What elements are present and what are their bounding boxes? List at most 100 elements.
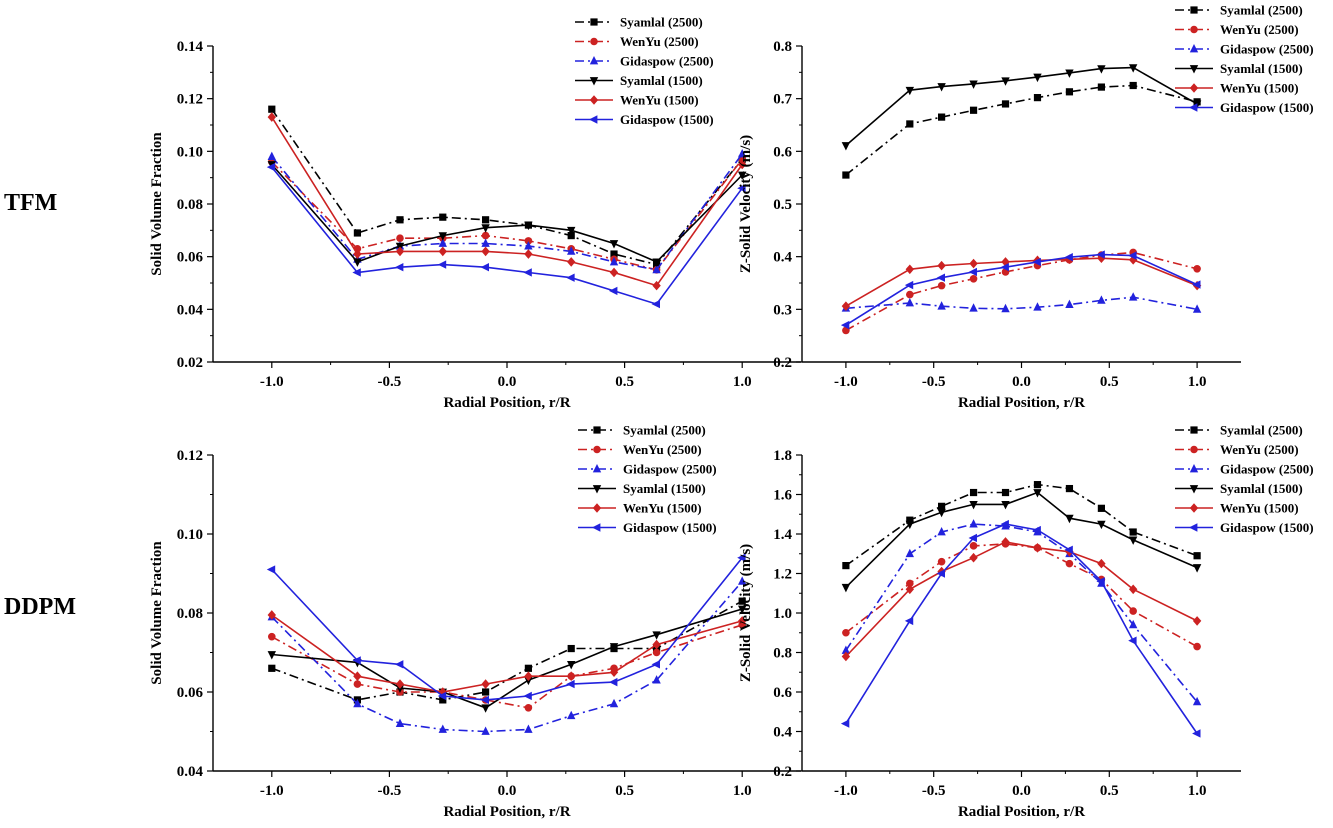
legend-entry: WenYu (1500)	[1220, 501, 1299, 516]
data-point	[481, 679, 490, 689]
data-point	[938, 113, 946, 121]
data-point	[352, 268, 361, 277]
series-3	[267, 148, 747, 274]
x-axis-label: Radial Position, r/R	[443, 395, 570, 411]
series-5	[267, 610, 747, 697]
data-point	[969, 552, 978, 563]
y-tick-label: 0.08	[177, 606, 203, 622]
data-point	[609, 677, 618, 687]
legend-entry: Gidaspow (1500)	[620, 112, 714, 127]
data-point	[609, 286, 618, 296]
data-point	[738, 576, 747, 585]
x-axis-label: Radial Position, r/R	[958, 395, 1085, 411]
data-point	[1033, 489, 1042, 498]
data-point	[652, 280, 661, 291]
data-point	[609, 256, 619, 266]
y-tick-label: 0.12	[177, 448, 203, 464]
y-tick-label: 0.04	[177, 764, 204, 780]
series-5	[267, 112, 747, 291]
y-axis-label: Z-Solid Velocity (m/s)	[738, 544, 754, 682]
x-tick-label: -1.0	[260, 374, 284, 390]
data-point	[969, 258, 978, 269]
data-point	[438, 687, 447, 697]
data-point	[481, 216, 490, 224]
row-label-tfm: TFM	[4, 190, 58, 216]
data-point	[738, 148, 747, 158]
data-point	[841, 651, 851, 662]
data-point	[1192, 729, 1201, 738]
data-point	[1129, 528, 1137, 536]
data-point	[906, 290, 914, 299]
x-tick-label: 0.5	[1100, 374, 1119, 390]
data-point	[1032, 525, 1041, 535]
x-tick-label: 1.0	[733, 783, 752, 799]
y-axis-label: Solid Volume Fraction	[149, 132, 165, 276]
y-tick-label: 0.4	[773, 725, 792, 741]
series-line	[845, 523, 1198, 703]
data-point	[523, 268, 532, 277]
x-tick-label: 0.5	[615, 374, 634, 390]
data-point	[652, 675, 661, 684]
legend-marker	[1190, 426, 1198, 434]
data-point	[904, 280, 914, 290]
legend-marker	[1189, 523, 1198, 532]
x-tick-label: 0.0	[498, 783, 517, 799]
y-tick-label: 0.10	[177, 527, 203, 543]
data-point	[1129, 607, 1137, 615]
chart-panel-3: 0.04 0.06 0.08 0.10 0.12 -1.0 -0.5 0.0 0.5 1.0 Rad…	[149, 423, 801, 820]
series-line	[845, 251, 1198, 332]
series-line	[271, 608, 743, 709]
data-point	[481, 726, 490, 735]
data-point	[266, 162, 276, 172]
data-point	[1193, 264, 1201, 273]
data-point	[841, 645, 851, 654]
data-point	[1000, 263, 1009, 272]
y-tick-label: 0.8	[773, 646, 792, 662]
legend-entry: Syamlal (2500)	[620, 15, 703, 30]
data-point	[480, 695, 489, 705]
data-point	[353, 229, 362, 237]
data-point	[567, 226, 576, 236]
data-point	[905, 298, 915, 307]
data-point	[524, 664, 533, 672]
y-tick-label: 0.06	[177, 685, 204, 701]
series-6	[266, 553, 746, 705]
data-point	[969, 80, 978, 89]
legend-entry: Syamlal (1500)	[1220, 61, 1303, 76]
data-point	[842, 562, 850, 570]
data-point	[651, 299, 660, 309]
y-tick-label: 0.2	[773, 355, 792, 371]
x-tick-label: 1.0	[1188, 783, 1207, 799]
data-point	[394, 660, 404, 669]
data-point	[738, 159, 747, 170]
x-axis-label: Radial Position, r/R	[958, 804, 1085, 820]
data-point	[1064, 545, 1073, 554]
data-point	[1001, 488, 1010, 497]
data-point	[1033, 543, 1042, 553]
data-point	[1097, 558, 1106, 569]
data-point	[1065, 484, 1074, 493]
data-point	[738, 605, 747, 615]
data-point	[652, 639, 661, 650]
data-point	[1097, 83, 1105, 91]
data-point	[841, 301, 851, 311]
data-point	[353, 671, 362, 681]
data-point	[524, 704, 533, 712]
data-point	[1192, 564, 1202, 573]
y-tick-label: 0.3	[773, 302, 792, 318]
data-point	[1128, 64, 1138, 73]
data-point	[266, 565, 276, 574]
legend-marker	[1189, 83, 1199, 93]
x-tick-label: -1.0	[834, 783, 858, 799]
data-point	[969, 542, 978, 550]
y-tick-label: 0.2	[773, 764, 792, 780]
data-point	[1097, 65, 1106, 74]
chart-panel-2: 0.2 0.3 0.4 0.5 0.6 0.7 0.8 -1.0 -0.5 0.0 0.5 1.0 Ra…	[738, 3, 1314, 412]
data-point	[1192, 280, 1201, 289]
data-point	[609, 240, 619, 249]
series-line	[271, 116, 743, 287]
data-point	[937, 508, 946, 518]
data-point	[969, 500, 978, 510]
data-point	[353, 249, 362, 259]
x-tick-label: -1.0	[260, 783, 284, 799]
